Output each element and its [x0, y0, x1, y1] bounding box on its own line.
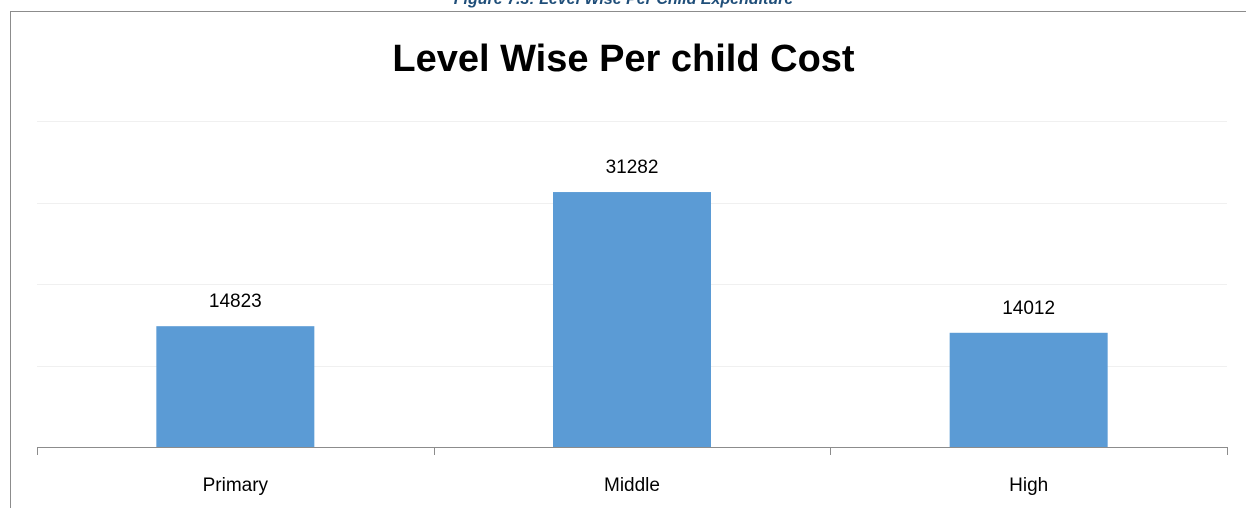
data-label: 14012 — [1002, 298, 1055, 319]
category-label: High — [1009, 475, 1048, 496]
category-label: Middle — [604, 475, 660, 496]
bar-primary — [156, 326, 315, 447]
figure-caption: Figure 7.3: Level Wise Per Child Expendi… — [0, 0, 1247, 10]
chart-frame — [10, 11, 1246, 508]
x-axis — [37, 447, 1228, 455]
data-label: 14823 — [209, 291, 262, 312]
bar-high — [949, 332, 1108, 447]
labels: 14823 Primary 31282 Middle 14012 High — [203, 157, 1055, 496]
chart-title: Level Wise Per child Cost — [392, 38, 855, 80]
bar-middle — [553, 192, 711, 447]
category-label: Primary — [203, 475, 269, 496]
bars — [156, 192, 1108, 447]
data-label: 31282 — [606, 157, 659, 178]
